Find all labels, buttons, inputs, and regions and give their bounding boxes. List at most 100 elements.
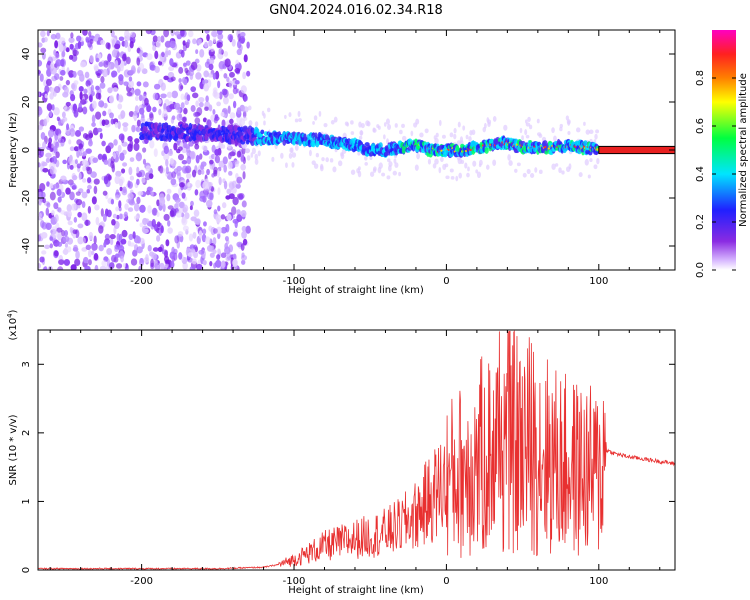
noise-point xyxy=(100,208,104,217)
noise-point xyxy=(236,176,243,184)
noise-point xyxy=(81,178,87,183)
noise-point xyxy=(114,43,121,50)
noise-point xyxy=(478,163,482,168)
noise-point xyxy=(209,252,215,258)
noise-point xyxy=(73,216,78,223)
noise-point xyxy=(82,159,88,166)
noise-point xyxy=(178,182,185,188)
noise-point xyxy=(182,204,189,213)
noise-point xyxy=(128,110,134,118)
noise-point xyxy=(227,34,234,41)
noise-point xyxy=(241,200,247,208)
noise-point xyxy=(44,244,51,250)
noise-point xyxy=(315,152,319,158)
noise-point xyxy=(74,159,78,165)
noise-point xyxy=(75,191,81,196)
noise-point xyxy=(231,39,236,47)
noise-point xyxy=(127,80,135,89)
snr-y-multiplier: (x104) xyxy=(6,309,19,340)
noise-point xyxy=(369,156,373,161)
noise-point xyxy=(223,180,228,190)
noise-point xyxy=(226,213,232,221)
noise-point xyxy=(82,106,88,115)
noise-point xyxy=(119,186,123,192)
ridge-point xyxy=(260,129,265,135)
snr-x-tick-label: 100 xyxy=(589,576,608,587)
noise-point xyxy=(55,227,63,233)
noise-point xyxy=(51,155,58,165)
noise-point xyxy=(192,231,197,239)
noise-point xyxy=(174,197,181,203)
spectrogram-x-tick-label: -200 xyxy=(130,276,153,287)
noise-point xyxy=(232,87,238,95)
spectrogram-x-tick-label: 0 xyxy=(443,276,449,287)
noise-point xyxy=(165,239,170,247)
noise-point xyxy=(152,106,157,113)
noise-point xyxy=(237,40,242,49)
noise-point xyxy=(118,133,125,141)
noise-point xyxy=(135,152,143,162)
noise-point xyxy=(117,103,123,110)
noise-point xyxy=(129,175,135,181)
noise-point xyxy=(128,76,133,82)
snr-y-multiplier-exp: 4 xyxy=(6,313,14,318)
noise-point xyxy=(144,97,149,106)
noise-point xyxy=(181,116,187,123)
noise-point xyxy=(551,127,555,134)
noise-point xyxy=(129,157,135,162)
noise-point xyxy=(109,234,116,240)
noise-point xyxy=(507,154,511,161)
noise-point xyxy=(46,60,52,66)
noise-point xyxy=(186,145,191,154)
noise-point xyxy=(213,166,218,175)
noise-point xyxy=(383,122,387,127)
noise-point xyxy=(160,93,167,99)
noise-point xyxy=(589,158,593,163)
noise-point xyxy=(228,80,233,89)
noise-point xyxy=(136,81,142,87)
noise-point xyxy=(134,88,141,96)
noise-point xyxy=(62,235,70,243)
noise-point xyxy=(70,264,77,270)
noise-point xyxy=(142,81,149,88)
noise-point xyxy=(398,171,402,177)
noise-point xyxy=(424,128,429,134)
noise-point xyxy=(241,259,246,265)
noise-point xyxy=(214,149,220,156)
noise-point xyxy=(246,70,251,77)
noise-point xyxy=(110,254,117,263)
noise-point xyxy=(215,214,222,223)
noise-point xyxy=(240,85,247,94)
noise-point xyxy=(232,253,237,261)
noise-point xyxy=(467,166,470,172)
noise-point xyxy=(450,175,455,180)
colorbar-tick-label: 0.2 xyxy=(695,214,706,230)
noise-point xyxy=(226,188,232,195)
noise-point xyxy=(107,174,112,181)
noise-point xyxy=(330,120,335,125)
noise-point xyxy=(457,121,461,128)
noise-point xyxy=(199,153,203,160)
noise-point xyxy=(291,152,297,158)
noise-point xyxy=(173,142,178,151)
noise-point xyxy=(95,111,102,120)
noise-point xyxy=(91,242,98,251)
noise-point xyxy=(312,120,315,125)
noise-point xyxy=(243,95,249,102)
noise-point xyxy=(209,57,215,65)
colorbar: 0.0 0.2 0.4 0.6 0.8 Normalized spectral ampl… xyxy=(695,30,749,278)
noise-point xyxy=(576,127,581,133)
noise-point xyxy=(567,130,571,136)
noise-point xyxy=(99,132,103,140)
noise-point xyxy=(72,103,78,112)
noise-point xyxy=(514,168,518,173)
noise-point xyxy=(166,91,173,98)
noise-point xyxy=(69,226,73,233)
noise-point xyxy=(455,175,459,182)
noise-point xyxy=(45,157,51,163)
snr-series-line xyxy=(38,330,675,570)
noise-point xyxy=(294,118,299,123)
noise-point xyxy=(118,36,125,42)
noise-point xyxy=(43,36,48,43)
noise-point xyxy=(103,241,107,248)
